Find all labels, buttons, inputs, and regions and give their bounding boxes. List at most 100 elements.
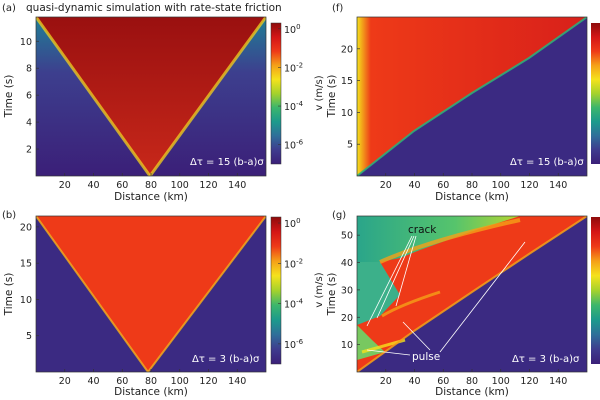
- y-tick-label: 5: [26, 331, 32, 342]
- colorbar-right-bottom: [591, 217, 600, 364]
- x-tick-label: 140: [228, 180, 246, 191]
- panel-b-annotation: Δτ = 3 (b-a)σ: [192, 354, 260, 365]
- panel-b-ylabel: Time (s): [3, 273, 15, 317]
- panel-a-annotation: Δτ = 15 (b-a)σ: [190, 157, 264, 168]
- y-tick-label: 20: [341, 313, 353, 324]
- y-tick-label: 30: [341, 285, 353, 296]
- panel-b-label: (b): [2, 210, 16, 221]
- panel-g-crack-pointer-1: [366, 235, 413, 327]
- x-tick-label: 140: [549, 376, 567, 387]
- panel-a-xlabel: Distance (km): [114, 191, 188, 203]
- panel-f-ylabel: Time (s): [326, 75, 338, 119]
- y-tick-label: 10: [20, 295, 32, 306]
- panel-g-pulse-pointer-2: [402, 321, 431, 351]
- x-tick-label: 140: [228, 376, 246, 387]
- colorbar-tick-base: 10: [284, 219, 296, 230]
- panel-a-label: (a): [2, 3, 16, 14]
- x-tick-label: 60: [116, 180, 128, 191]
- x-tick-label: 120: [520, 376, 538, 387]
- panel-b-rupture-region: [36, 216, 266, 372]
- y-tick-label: 8: [26, 64, 32, 75]
- colorbar-tick-exponent: 0: [296, 23, 300, 31]
- panel-a-front-left: [36, 17, 152, 176]
- y-tick-label: 20: [20, 222, 32, 233]
- panel-b: (b) 20 40 60 80 100 120 140 5 10 15 20 Distance (…: [2, 210, 267, 398]
- x-tick-label: 80: [145, 180, 157, 191]
- panel-g-rupture-region: [357, 216, 587, 372]
- x-tick-label: 20: [380, 376, 392, 387]
- x-tick-label: 80: [145, 376, 157, 387]
- panel-f: (f) 20 40 60 80 100 120 140 5 10 15 20 Distance (…: [326, 3, 588, 203]
- panel-g-label: (g): [332, 210, 346, 221]
- colorbar-tick-exponent: -6: [296, 338, 304, 346]
- colorbar-tick-base: 10: [284, 300, 296, 311]
- x-tick-label: 20: [380, 180, 392, 191]
- x-tick-label: 60: [437, 180, 449, 191]
- panel-g-xlabel: Distance (km): [435, 386, 509, 398]
- x-tick-label: 120: [199, 376, 217, 387]
- x-tick-label: 120: [199, 180, 217, 191]
- x-tick-label: 120: [520, 180, 538, 191]
- y-tick-label: 5: [347, 140, 353, 151]
- y-tick-label: 6: [26, 91, 32, 102]
- colorbar-tick-label: 10-6: [284, 139, 304, 152]
- colorbar-tick-label: 10-4: [284, 100, 304, 113]
- x-tick-label: 60: [437, 376, 449, 387]
- panel-g: (g) 20 40 60 80 100 120 140 10 20 30 40 50 Distanc…: [326, 210, 588, 398]
- panel-g-front: [357, 216, 587, 372]
- panel-g-label-pulse: pulse: [412, 351, 440, 363]
- panel-f-unruptured-region: [357, 17, 587, 176]
- colorbar-tick-base: 10: [284, 141, 296, 152]
- colorbar-tick-label: 10-2: [284, 257, 303, 270]
- y-tick-label: 20: [341, 44, 353, 55]
- y-tick-label: 50: [341, 231, 353, 242]
- colorbar-bottom-bar: [270, 216, 282, 365]
- x-tick-label: 20: [59, 376, 71, 387]
- x-tick-label: 20: [59, 180, 71, 191]
- colorbar-top-label: v (m/s): [314, 75, 325, 110]
- panel-f-xlabel: Distance (km): [435, 191, 509, 203]
- colorbar-tick-exponent: -2: [296, 61, 303, 69]
- colorbar-tick-exponent: -4: [296, 298, 304, 306]
- panel-g-pulse-pointer-3: [439, 241, 526, 353]
- colorbar-right-top: [591, 23, 600, 164]
- x-tick-label: 100: [171, 376, 189, 387]
- panel-g-healed-wedge: [357, 262, 400, 325]
- panel-g-annotation: Δτ = 3 (b-a)σ: [512, 354, 580, 365]
- y-tick-label: 10: [341, 340, 353, 351]
- panel-g-crack-pointer-3: [395, 235, 417, 307]
- colorbar-top: 100 10 -2 10-4 10-6 v (m/s): [270, 22, 325, 165]
- panel-a: (a) 20 40 60 80 100 120 140 2 4 6 8 10 Distance (k…: [2, 3, 267, 203]
- x-tick-label: 60: [116, 376, 128, 387]
- panel-a-rupture-region: [36, 17, 266, 176]
- y-tick-label: 40: [341, 258, 353, 269]
- y-tick-label: 15: [341, 76, 353, 87]
- panel-f-label: (f): [332, 3, 343, 14]
- x-tick-label: 140: [549, 180, 567, 191]
- panel-b-xlabel: Distance (km): [114, 386, 188, 398]
- colorbar-tick-label: 100: [284, 217, 301, 230]
- panel-a-front-right: [148, 17, 266, 176]
- y-tick-label: 10: [20, 37, 32, 48]
- panel-b-front-left: [36, 216, 149, 372]
- x-tick-label: 40: [87, 180, 99, 191]
- x-tick-label: 40: [408, 376, 420, 387]
- panel-g-band-mid: [381, 290, 441, 318]
- panel-b-front-right: [147, 216, 266, 372]
- colorbar-tick-label: 100: [284, 23, 301, 36]
- colorbar-tick-label: 10-4: [284, 298, 304, 311]
- y-tick-label: 15: [20, 259, 32, 270]
- x-tick-label: 40: [87, 376, 99, 387]
- colorbar-tick-base: 10: [284, 259, 296, 270]
- figure-title: quasi-dynamic simulation with rate-state…: [26, 2, 282, 14]
- panel-g-ylabel: Time (s): [326, 273, 338, 317]
- colorbar-tick-exponent: -6: [296, 139, 304, 147]
- x-tick-label: 80: [466, 180, 478, 191]
- x-tick-label: 100: [492, 180, 510, 191]
- panel-g-band-upper: [379, 218, 521, 264]
- panel-f-front: [357, 17, 587, 176]
- x-tick-label: 80: [466, 376, 478, 387]
- y-tick-label: 10: [341, 108, 353, 119]
- colorbar-bottom-label: v (m/s): [314, 272, 325, 307]
